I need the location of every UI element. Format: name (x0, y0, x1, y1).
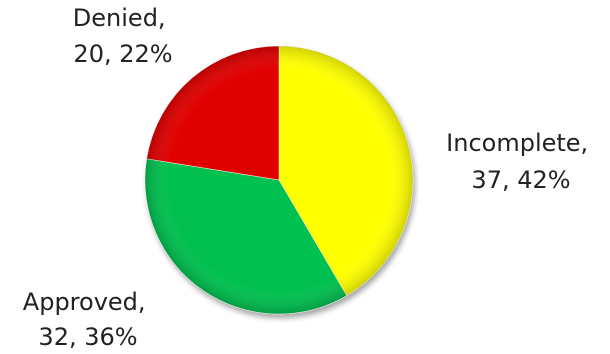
label-denied-line1: Denied, (73, 4, 166, 32)
label-approved: Approved, 32, 36% (23, 288, 153, 351)
label-denied-line2: 20, 22% (73, 40, 172, 68)
label-approved-line2: 32, 36% (38, 323, 137, 351)
label-incomplete: Incomplete, 37, 42% (446, 129, 596, 194)
label-denied: Denied, 20, 22% (73, 4, 173, 68)
label-incomplete-line2: 37, 42% (471, 166, 570, 194)
label-approved-line1: Approved, (23, 288, 146, 316)
label-incomplete-line1: Incomplete, (446, 129, 588, 157)
pie-slices (144, 45, 414, 315)
